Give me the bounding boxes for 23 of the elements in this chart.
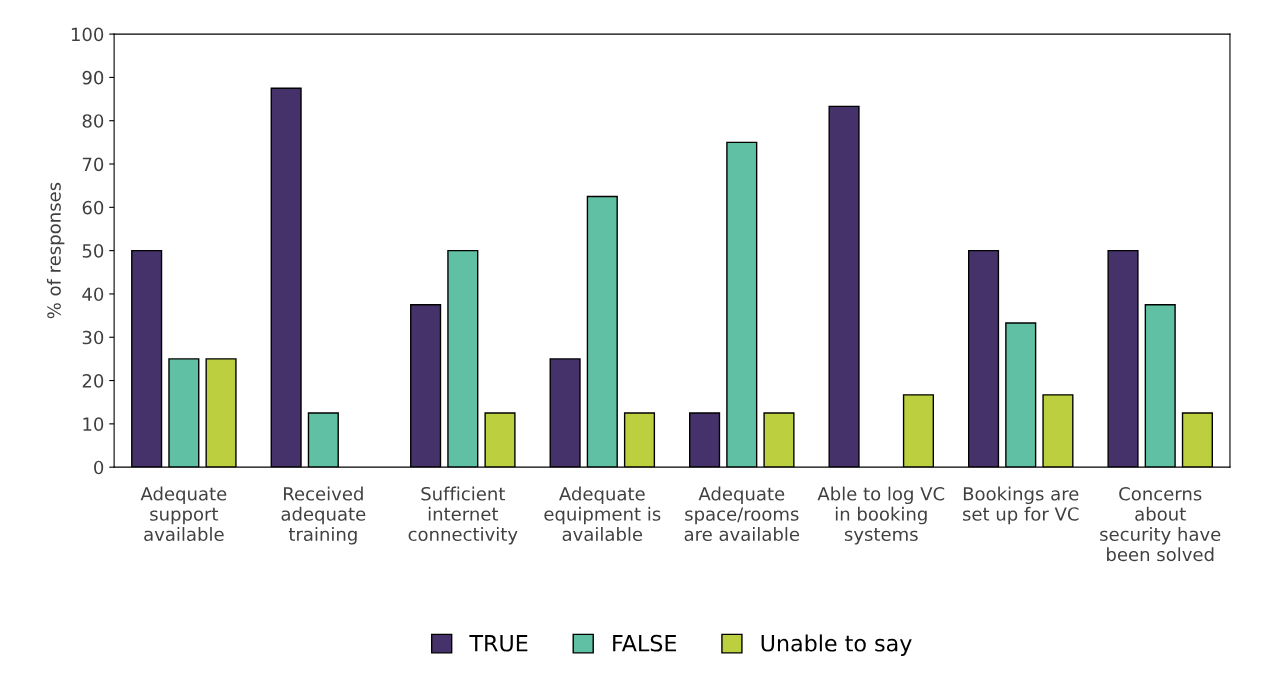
x-tick-label: Adequate space/rooms are available [684, 486, 800, 542]
x-tick-label: Adequate support available [140, 486, 227, 542]
y-tick-label: 20 [82, 374, 104, 388]
y-tick-label: 40 [82, 287, 104, 302]
y-tick-label: 70 [82, 157, 104, 172]
y-tick-label: 100 [71, 27, 104, 42]
x-tick-label: Bookings are set up for VC [962, 486, 1079, 525]
x-tick-label: Adequate equipment is available [544, 486, 661, 542]
y-tick-label: 60 [82, 200, 104, 215]
y-tick-label: 90 [82, 70, 104, 85]
x-tick-label: Received adequate training [281, 486, 366, 545]
y-tick-label: 0 [94, 460, 104, 475]
x-tick-label: Sufficient internet connectivity [408, 486, 518, 545]
y-tick-label: 10 [83, 417, 104, 431]
y-tick-label: 80 [82, 114, 104, 128]
y-tick-label: 30 [82, 330, 104, 345]
y-tick-label: 50 [82, 244, 104, 258]
legend-label: FALSE [613, 634, 677, 652]
y-axis-title: % of responses [46, 182, 65, 319]
x-tick-label: Concerns about security have been solved [1100, 486, 1221, 562]
x-tick-label: Able to log VC in booking systems [817, 486, 945, 545]
legend-label: TRUE [469, 635, 528, 652]
legend-label: Unable to say [761, 634, 912, 656]
